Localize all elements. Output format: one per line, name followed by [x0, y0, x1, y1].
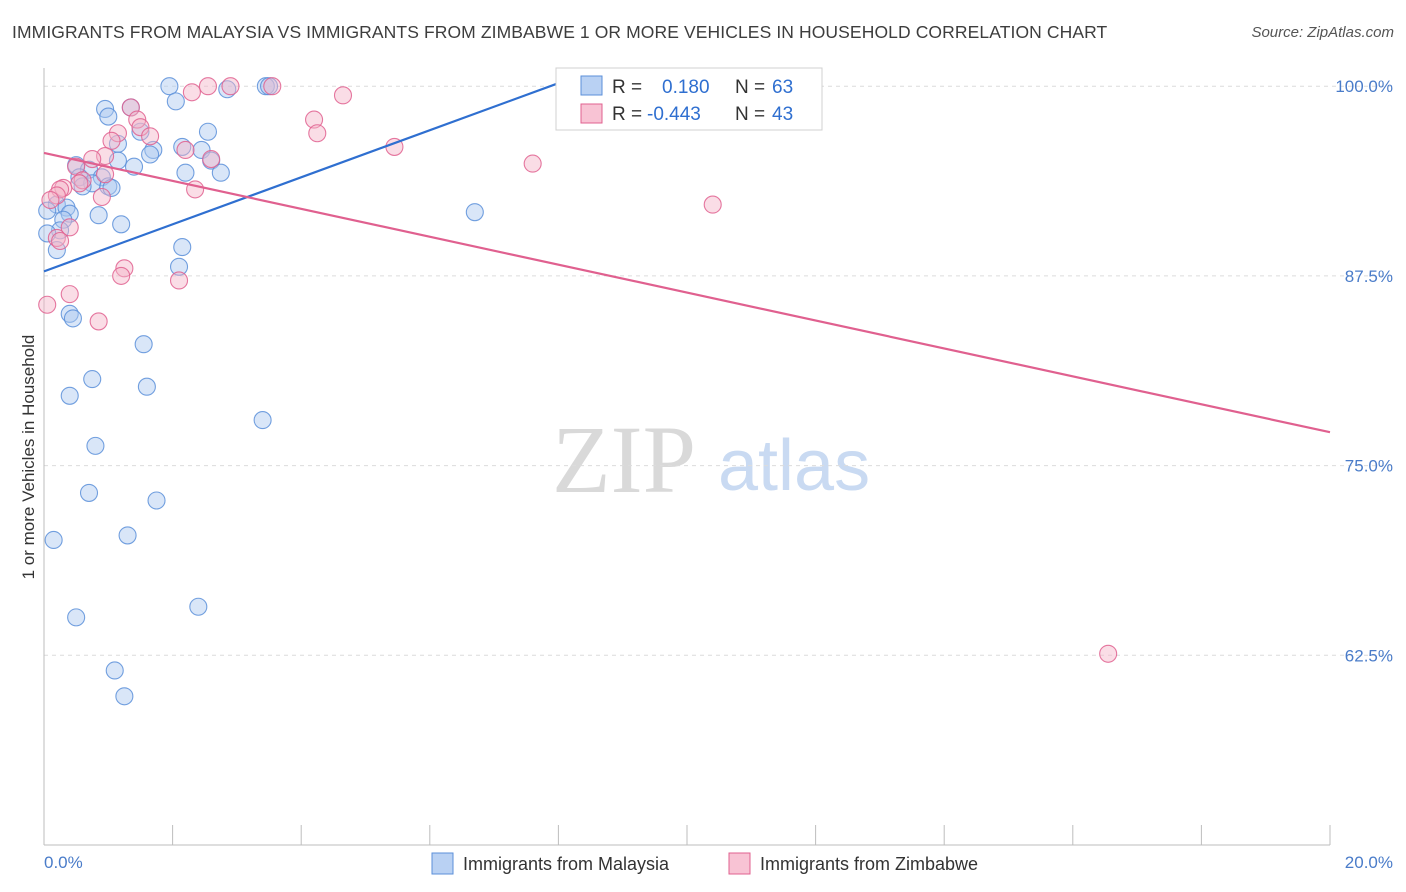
- y-tick-label: 75.0%: [1345, 457, 1393, 476]
- series-malaysia-points: [38, 77, 484, 706]
- legend-n-label-malaysia: N =: [735, 77, 765, 98]
- malaysia-point: [160, 77, 179, 96]
- legend-swatch-malaysia: [580, 75, 603, 96]
- zimbabwe-point: [47, 228, 66, 248]
- zimbabwe-point: [108, 124, 127, 143]
- malaysia-point: [173, 238, 192, 257]
- malaysia-point: [63, 309, 82, 328]
- malaysia-point: [169, 257, 189, 276]
- zimbabwe-point: [112, 266, 131, 285]
- y-tick-labels: 100.0% 87.5% 75.0% 62.5%: [1335, 77, 1393, 665]
- zimbabwe-point: [89, 312, 108, 331]
- trendline-malaysia: [43, 82, 559, 273]
- zimbabwe-point: [523, 154, 542, 173]
- stats-legend: R = 0.180 N = 63 R = -0.443 N = 43: [555, 67, 823, 131]
- zimbabwe-point: [51, 231, 70, 251]
- zimbabwe-point: [131, 118, 150, 137]
- chart-title: IMMIGRANTS FROM MALAYSIA VS IMMIGRANTS F…: [12, 22, 1108, 42]
- malaysia-point: [141, 145, 160, 164]
- malaysia-point: [86, 436, 105, 455]
- zimbabwe-point: [141, 127, 160, 146]
- legend-swatch-zimbabwe: [580, 103, 603, 124]
- zimbabwe-point: [202, 150, 221, 169]
- zimbabwe-point: [47, 186, 66, 205]
- malaysia-point: [218, 80, 237, 99]
- x-tick-label-max: 20.0%: [1345, 853, 1393, 872]
- malaysia-point: [465, 203, 484, 222]
- zimbabwe-point: [102, 131, 121, 150]
- zimbabwe-point: [182, 83, 201, 102]
- legend-n-value-malaysia: 63: [772, 77, 793, 98]
- bottom-legend-label-zimbabwe: Immigrants from Zimbabwe: [760, 854, 978, 874]
- malaysia-point: [105, 661, 124, 680]
- trendlines: [43, 82, 1331, 434]
- malaysia-point: [38, 201, 57, 220]
- x-minor-ticks: [43, 825, 1331, 845]
- legend-r-value-zimbabwe: -0.443: [647, 104, 701, 125]
- source-label: Source: ZipAtlas.com: [1251, 24, 1394, 41]
- y-tick-label: 87.5%: [1345, 267, 1393, 286]
- gridlines: [44, 85, 1393, 656]
- watermark-zip: ZIP: [552, 406, 696, 513]
- x-tick-label-min: 0.0%: [44, 853, 83, 872]
- series-zimbabwe-points: [38, 77, 1118, 663]
- malaysia-point: [253, 411, 272, 430]
- malaysia-point: [54, 210, 73, 229]
- malaysia-point: [112, 215, 131, 234]
- series-legend: Immigrants from Malaysia Immigrants from…: [431, 852, 978, 875]
- malaysia-point: [189, 597, 208, 616]
- bottom-legend-label-malaysia: Immigrants from Malaysia: [463, 854, 670, 874]
- malaysia-point: [79, 483, 99, 502]
- malaysia-point: [47, 195, 66, 214]
- malaysia-point: [44, 530, 63, 550]
- malaysia-point: [198, 122, 218, 141]
- trendline-zimbabwe: [43, 151, 1331, 434]
- legend-r-label-zimbabwe: R =: [612, 104, 642, 125]
- legend-r-label-malaysia: R =: [612, 77, 642, 98]
- malaysia-point: [115, 687, 134, 706]
- zimbabwe-point: [221, 77, 240, 96]
- zimbabwe-point: [41, 190, 60, 210]
- malaysia-point: [137, 377, 156, 396]
- zimbabwe-point: [198, 77, 218, 96]
- malaysia-point: [211, 163, 230, 182]
- zimbabwe-point: [176, 140, 195, 159]
- bottom-legend-swatch-zimbabwe: [728, 852, 751, 875]
- zimbabwe-point: [60, 285, 79, 304]
- malaysia-point: [176, 163, 195, 182]
- zimbabwe-point: [1099, 644, 1118, 663]
- malaysia-point: [173, 137, 192, 156]
- y-axis-title: 1 or more Vehicles in Household: [19, 335, 38, 580]
- y-tick-label: 62.5%: [1345, 646, 1393, 665]
- y-tick-label: 100.0%: [1335, 77, 1393, 96]
- malaysia-point: [89, 206, 108, 225]
- malaysia-point: [166, 92, 185, 111]
- zimbabwe-point: [73, 171, 92, 190]
- zimbabwe-point: [333, 86, 353, 105]
- malaysia-point: [67, 608, 86, 627]
- legend-r-value-malaysia: 0.180: [662, 77, 710, 98]
- malaysia-point: [118, 526, 137, 545]
- zimbabwe-point: [308, 124, 327, 143]
- zimbabwe-point: [305, 110, 324, 129]
- zimbabwe-point: [703, 195, 722, 214]
- zimbabwe-point: [92, 187, 111, 207]
- zimbabwe-point: [263, 77, 282, 96]
- watermark: ZIP atlas: [552, 406, 870, 513]
- malaysia-point: [73, 177, 92, 196]
- zimbabwe-point: [169, 271, 189, 290]
- malaysia-point: [99, 107, 118, 126]
- zimbabwe-point: [38, 295, 57, 314]
- malaysia-point: [134, 335, 153, 354]
- zimbabwe-point: [60, 218, 79, 237]
- malaysia-point: [60, 386, 79, 405]
- bottom-legend-swatch-malaysia: [431, 852, 454, 875]
- zimbabwe-point: [70, 174, 89, 193]
- legend-n-value-zimbabwe: 43: [772, 104, 793, 125]
- malaysia-point: [83, 370, 102, 389]
- legend-n-label-zimbabwe: N =: [735, 104, 765, 125]
- malaysia-point: [147, 491, 166, 510]
